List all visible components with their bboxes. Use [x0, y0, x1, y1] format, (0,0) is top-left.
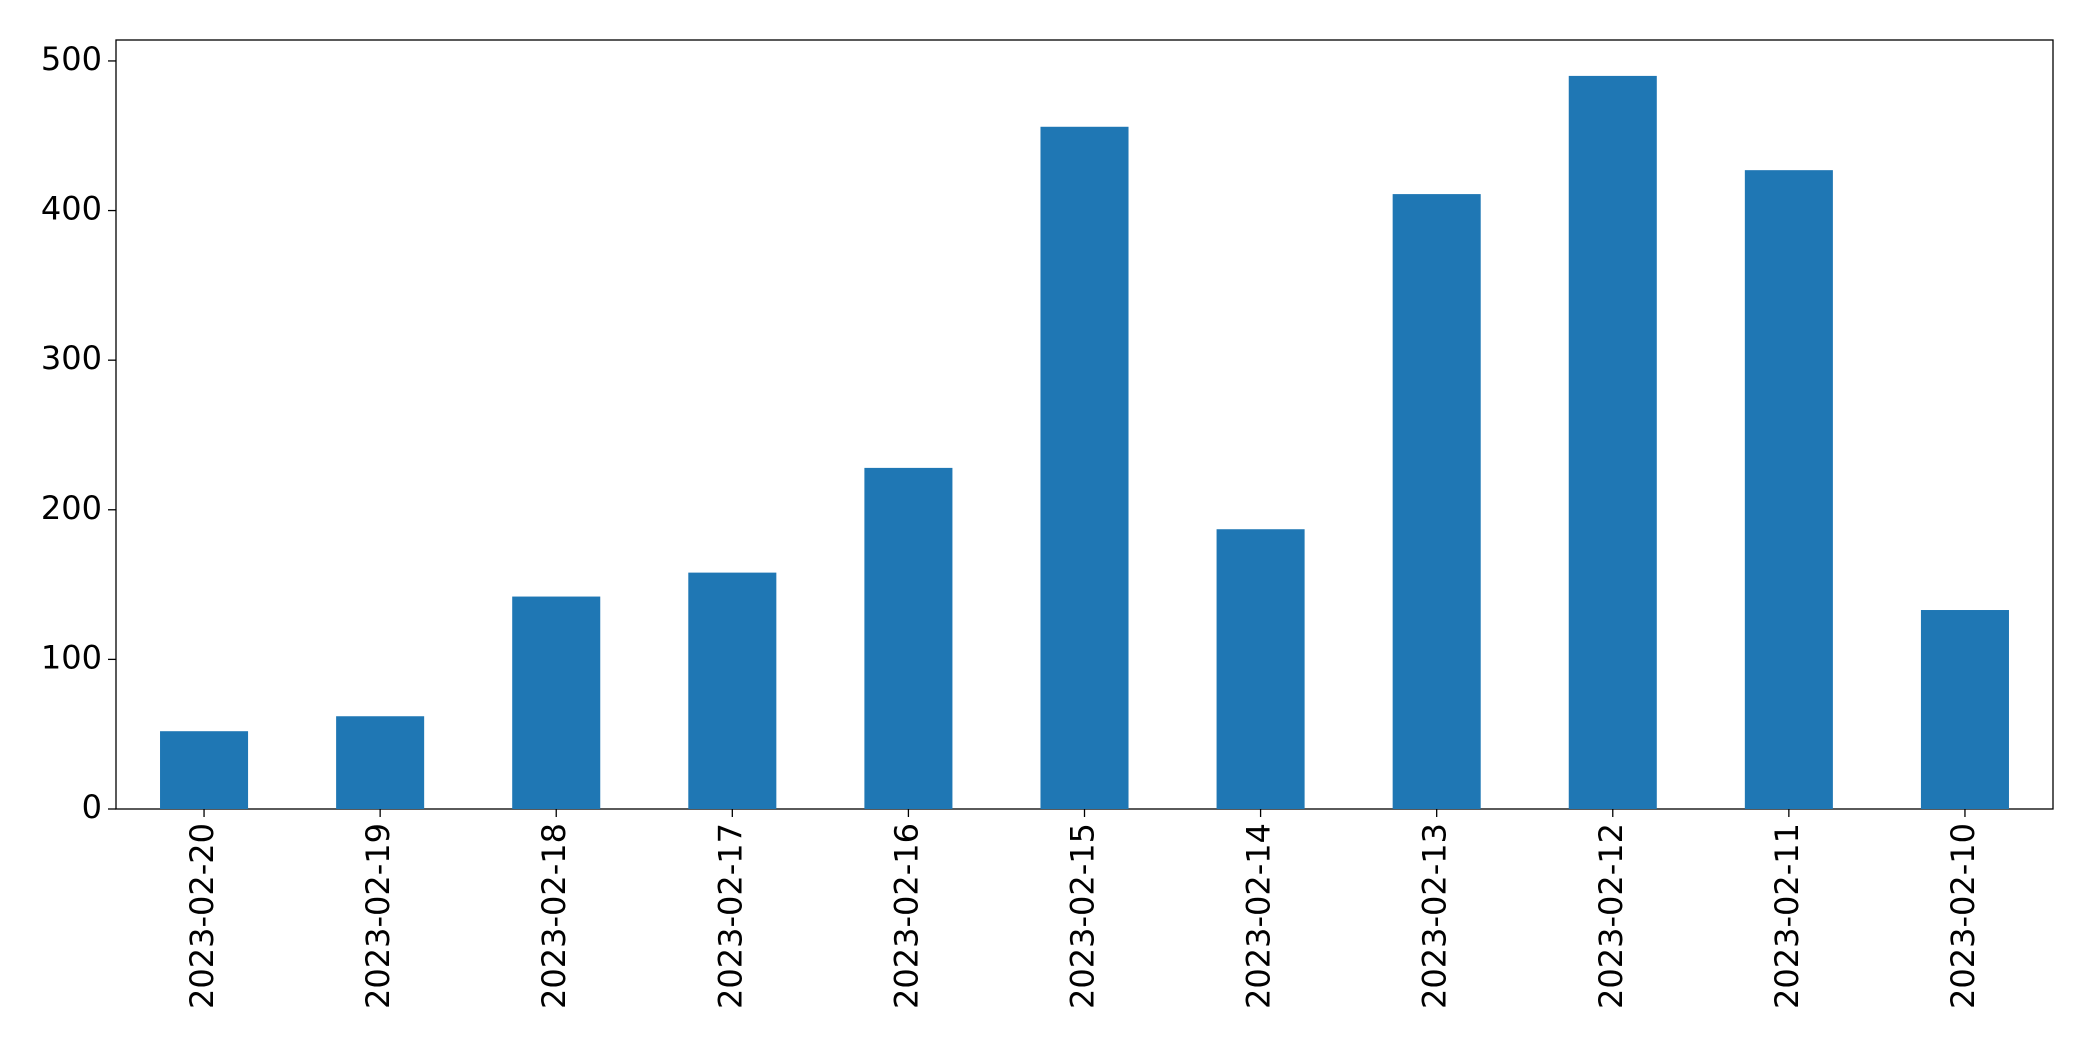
- bar: [1216, 529, 1305, 809]
- y-tick-label: 500: [41, 40, 102, 78]
- x-tick-label: 2023-02-19: [359, 823, 397, 1009]
- bar: [1744, 170, 1833, 809]
- bar: [1568, 75, 1657, 809]
- bar: [864, 467, 953, 809]
- x-tick-label: 2023-02-11: [1768, 823, 1806, 1009]
- x-tick-label: 2023-02-13: [1416, 823, 1454, 1009]
- bar: [160, 731, 249, 809]
- bar: [1920, 610, 2009, 809]
- x-tick-label: 2023-02-20: [183, 823, 221, 1009]
- bar: [336, 716, 425, 809]
- bar: [1392, 194, 1481, 809]
- y-tick-label: 0: [82, 788, 102, 826]
- x-tick-label: 2023-02-12: [1592, 823, 1630, 1009]
- x-tick-label: 2023-02-14: [1240, 823, 1278, 1009]
- x-tick-label: 2023-02-16: [887, 823, 925, 1009]
- y-tick-label: 100: [41, 638, 102, 676]
- x-tick-label: 2023-02-15: [1064, 823, 1102, 1009]
- bar: [512, 596, 601, 809]
- y-tick-label: 200: [41, 489, 102, 527]
- x-tick-label: 2023-02-10: [1944, 823, 1982, 1009]
- x-tick-label: 2023-02-17: [711, 823, 749, 1009]
- y-tick-label: 300: [41, 339, 102, 377]
- x-tick-label: 2023-02-18: [535, 823, 573, 1009]
- bar: [1040, 126, 1129, 810]
- y-tick-label: 400: [41, 190, 102, 228]
- bar: [688, 572, 777, 809]
